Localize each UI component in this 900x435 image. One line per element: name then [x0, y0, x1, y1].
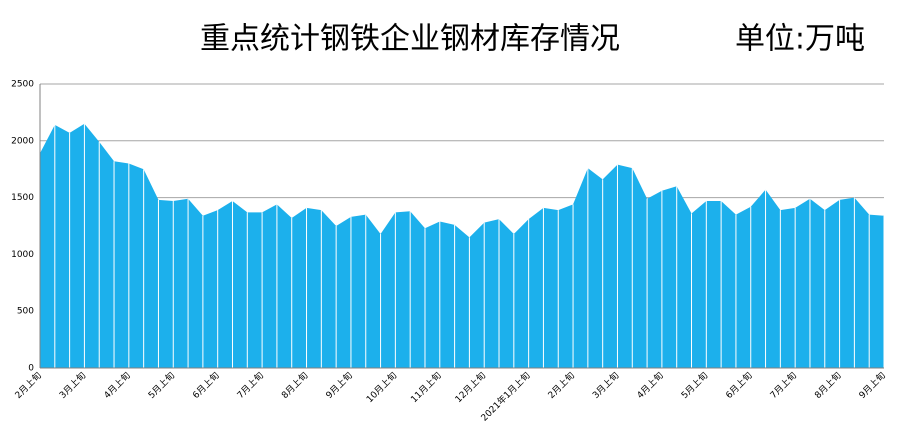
x-tick-label: 10月上旬	[364, 369, 400, 405]
x-tick-label: 2月上旬	[545, 369, 577, 401]
x-tick-label: 3月上旬	[57, 369, 89, 401]
y-tick-label: 1500	[11, 193, 34, 203]
x-tick-label: 9月上旬	[856, 369, 888, 401]
x-tick-label: 5月上旬	[146, 369, 178, 401]
x-tick-label: 3月上旬	[590, 369, 622, 401]
x-tick-label: 8月上旬	[812, 369, 844, 401]
x-tick-label: 5月上旬	[679, 369, 711, 401]
y-tick-label: 500	[17, 307, 34, 317]
y-tick-label: 2000	[11, 136, 34, 146]
x-tick-label: 12月上旬	[452, 369, 488, 405]
x-tick-label: 4月上旬	[634, 369, 666, 401]
y-tick-label: 1000	[11, 250, 34, 260]
x-tick-label: 4月上旬	[101, 369, 133, 401]
x-tick-label: 2月上旬	[12, 369, 44, 401]
area	[40, 123, 884, 368]
x-tick-label: 7月上旬	[767, 369, 799, 401]
y-tick-label: 0	[28, 364, 34, 374]
chart-title: 重点统计钢铁企业钢材库存情况	[200, 22, 620, 57]
x-tick-label: 8月上旬	[279, 369, 311, 401]
x-tick-label: 6月上旬	[190, 369, 222, 401]
x-tick-label: 11月上旬	[408, 369, 444, 405]
x-tick-label: 7月上旬	[234, 369, 266, 401]
y-tick-label: 2500	[11, 80, 34, 90]
x-tick-label: 9月上旬	[323, 369, 355, 401]
x-tick-label: 6月上旬	[723, 369, 755, 401]
unit-label: 单位:万吨	[735, 22, 865, 57]
